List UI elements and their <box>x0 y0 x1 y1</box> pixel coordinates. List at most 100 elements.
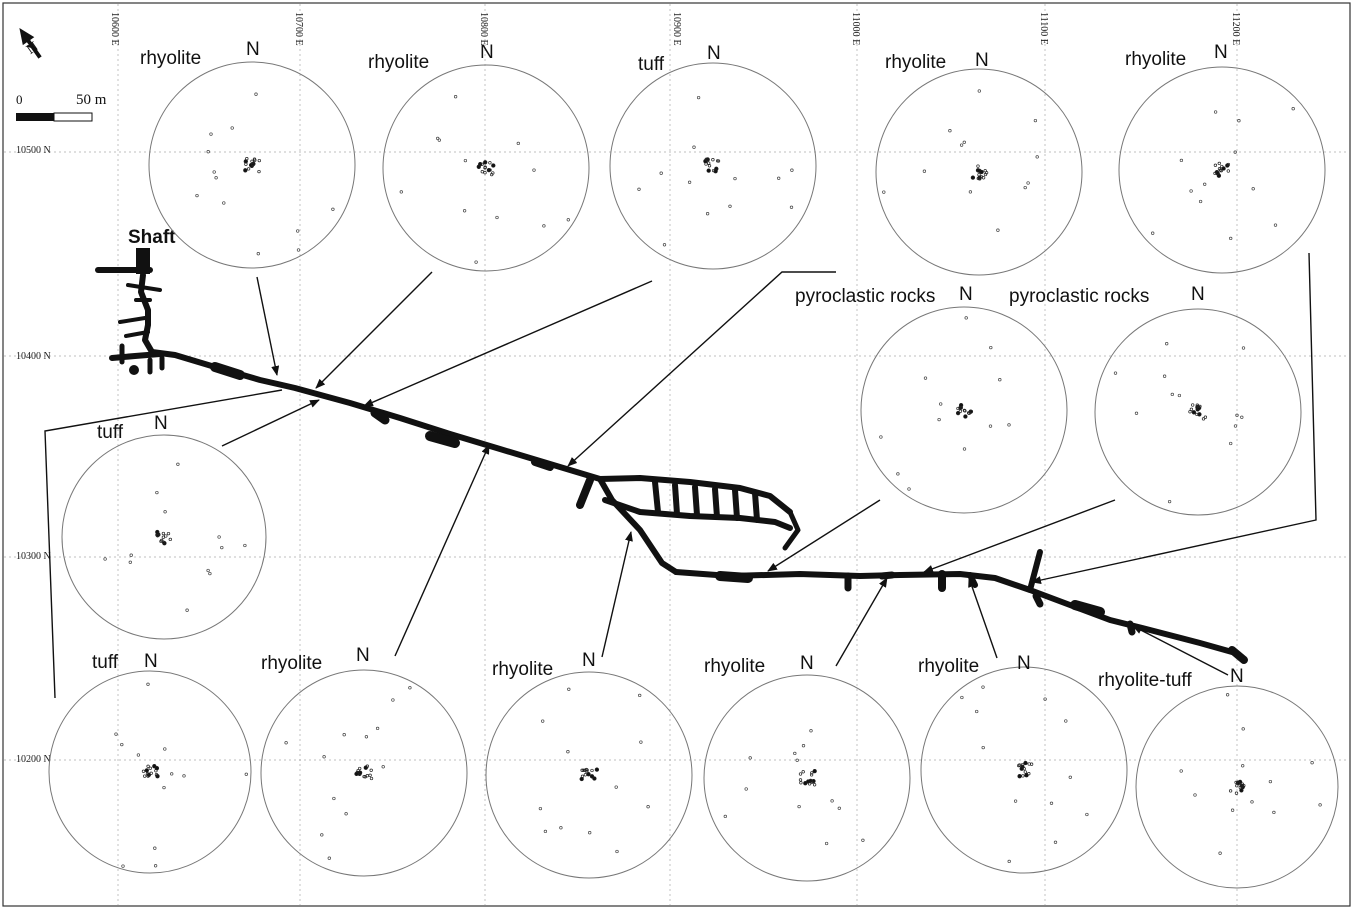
pole-point <box>320 833 324 837</box>
stereonet-north-label: N <box>975 50 989 71</box>
pole-point <box>296 248 301 252</box>
pole-point <box>723 814 727 819</box>
pole-point <box>253 158 257 162</box>
pole-point <box>585 768 589 772</box>
pole-point <box>581 768 586 772</box>
pole-point <box>153 846 157 850</box>
pole-point <box>979 174 983 179</box>
pole-point <box>114 732 118 736</box>
pole-point <box>1240 415 1244 419</box>
pole-point <box>1233 424 1238 428</box>
pole-point <box>542 224 546 228</box>
pole-point <box>939 402 943 406</box>
pole-point <box>462 209 467 213</box>
pole-point <box>614 785 618 789</box>
northing-label: 10400 N <box>16 351 51 362</box>
pole-point <box>1226 162 1231 167</box>
pole-point <box>959 143 964 147</box>
pole-point <box>1318 803 1322 807</box>
pole-point <box>1217 161 1221 166</box>
pole-point <box>777 176 781 180</box>
easting-label: 10900 E <box>671 12 682 46</box>
pole-point <box>1230 808 1235 812</box>
pole-point <box>809 729 813 733</box>
pole-point <box>638 693 642 698</box>
pole-point <box>516 141 520 146</box>
northing-label: 10300 N <box>16 551 51 562</box>
pole-point <box>705 212 710 216</box>
pole-point <box>1242 783 1246 788</box>
stereonet-north-label: N <box>1214 42 1228 63</box>
pole-point <box>1021 762 1025 767</box>
pole-point <box>797 804 801 809</box>
pole-point <box>163 510 167 514</box>
easting-label: 10700 E <box>293 12 304 46</box>
pole-point <box>1250 800 1254 804</box>
pole-point <box>327 856 331 860</box>
pole-point <box>1225 693 1230 697</box>
pole-point <box>968 190 973 194</box>
pole-point <box>1220 164 1224 169</box>
pole-point <box>589 774 595 779</box>
pole-point <box>369 768 373 772</box>
pole-point <box>474 260 478 264</box>
pole-point <box>687 180 692 184</box>
pole-point <box>176 462 180 466</box>
pole-point <box>590 768 594 773</box>
pole-point <box>733 176 737 181</box>
pole-point <box>879 435 883 439</box>
pole-point <box>659 171 663 175</box>
pole-point <box>810 771 814 775</box>
pole-point <box>220 545 224 550</box>
pole-point <box>1191 403 1195 407</box>
pole-point <box>155 534 160 538</box>
pole-point <box>662 243 667 247</box>
pole-point <box>476 164 481 169</box>
pole-point <box>342 733 346 737</box>
pole-point <box>1179 769 1183 773</box>
stereonet-north-label: N <box>1191 284 1205 305</box>
pole-point <box>566 750 570 754</box>
pole-point <box>250 159 254 163</box>
pole-point <box>1198 199 1203 204</box>
pole-point <box>1229 441 1233 446</box>
pole-point <box>981 685 985 689</box>
pole-point <box>1291 107 1295 111</box>
north-arrow-icon: N <box>19 27 42 59</box>
pole-point <box>744 787 748 791</box>
pole-point <box>1241 764 1245 768</box>
pole-point <box>799 781 803 785</box>
rock-type-label: rhyolite <box>261 653 322 674</box>
pole-point <box>706 168 711 173</box>
pole-point <box>837 806 841 810</box>
pole-point <box>793 751 797 756</box>
pole-point <box>257 169 261 174</box>
pole-point <box>583 773 588 777</box>
pole-point <box>128 560 132 564</box>
pole-point <box>344 812 348 816</box>
pole-point <box>1017 774 1022 779</box>
pole-point <box>381 765 385 769</box>
pole-point <box>984 171 989 175</box>
north-labels: N N N N N N N N N N N N N N <box>144 39 1244 687</box>
pole-point <box>1218 851 1222 855</box>
pole-point <box>1268 779 1273 784</box>
pole-point <box>217 535 221 539</box>
pole-point <box>979 169 984 175</box>
pole-point <box>195 193 199 198</box>
pole-point <box>960 695 964 700</box>
pole-point <box>436 136 440 141</box>
pole-point <box>164 534 168 538</box>
pole-point <box>129 553 133 557</box>
pole-point <box>532 168 536 172</box>
pole-point <box>1162 374 1167 378</box>
easting-labels: 10600 E 10700 E 10800 E 10900 E 11000 E … <box>109 12 1241 46</box>
pole-point <box>453 95 458 99</box>
pole-point <box>391 698 395 702</box>
pole-point <box>143 774 147 778</box>
pole-point <box>208 571 212 576</box>
pole-point <box>1195 412 1199 417</box>
pole-point <box>584 767 589 772</box>
pole-point <box>1033 118 1038 123</box>
